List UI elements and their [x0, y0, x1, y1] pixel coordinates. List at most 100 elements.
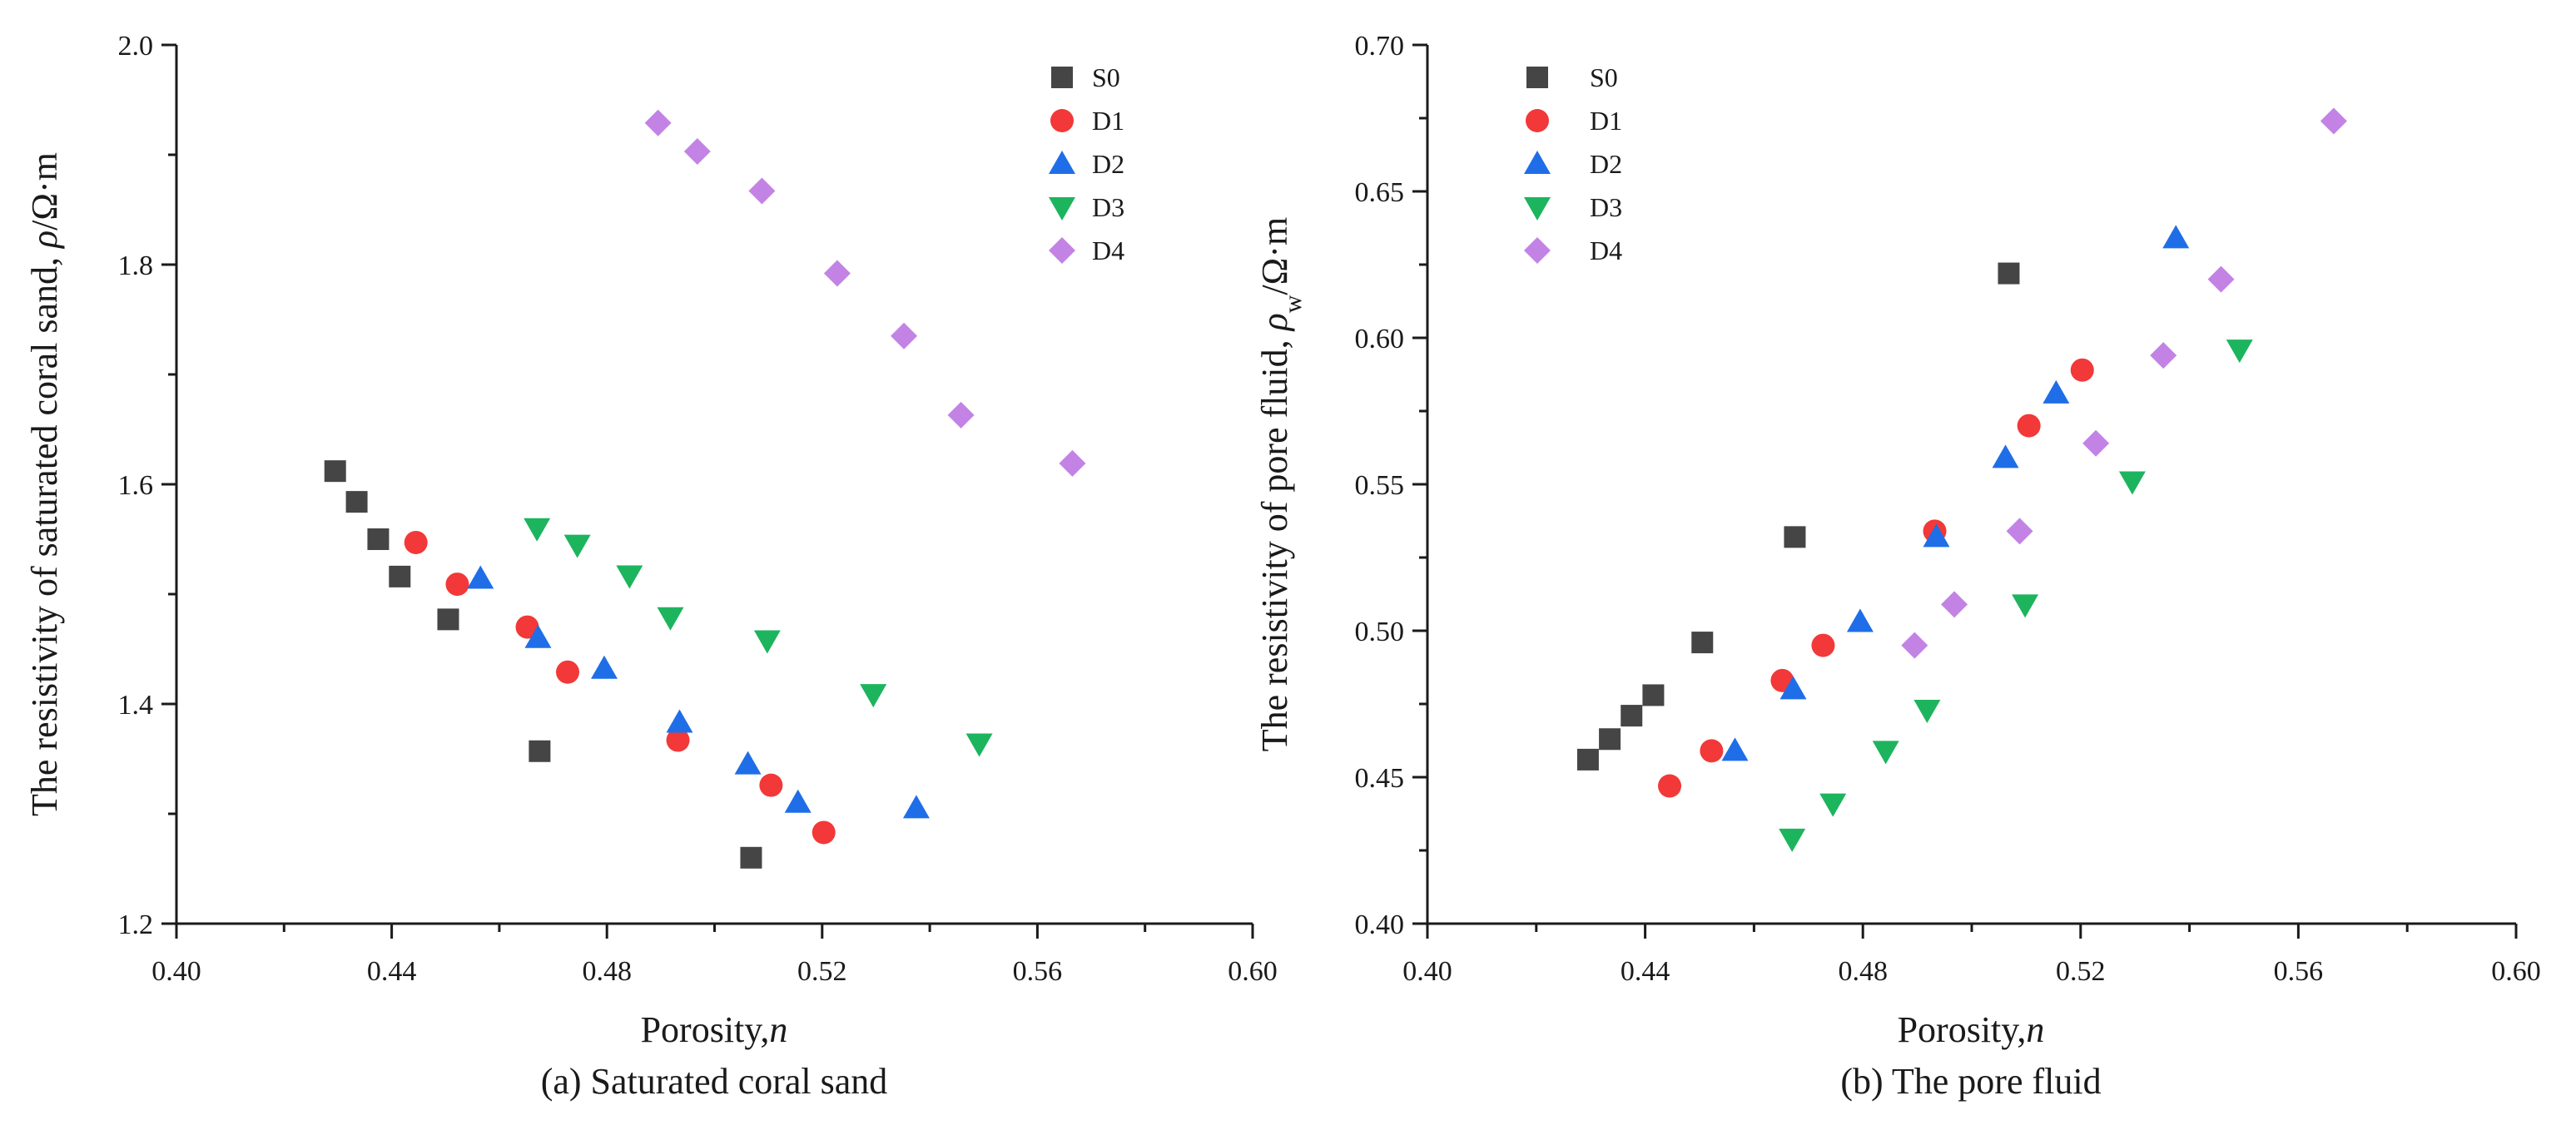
legend-label: D2	[1590, 149, 1622, 179]
y-tick-label: 1.6	[118, 470, 154, 501]
series-d1	[1658, 358, 2094, 798]
data-point	[2226, 339, 2253, 364]
y-tick-label: 1.4	[118, 690, 154, 721]
data-point	[860, 684, 887, 708]
legend-marker-d1	[1050, 109, 1074, 132]
data-point	[524, 518, 551, 542]
data-point	[1599, 728, 1621, 751]
data-point	[2118, 471, 2146, 495]
data-point	[1872, 741, 1899, 765]
legend-marker-s0	[1051, 67, 1073, 88]
x-tick-label: 0.52	[2056, 956, 2106, 987]
data-point	[947, 401, 975, 429]
data-point	[1846, 608, 1874, 632]
data-point	[1998, 262, 2020, 285]
legend-label: D3	[1092, 192, 1124, 222]
legend-label: S0	[1590, 62, 1618, 92]
x-tick-label: 0.52	[797, 956, 847, 987]
y-tick-label: 0.65	[1355, 177, 1405, 208]
x-tick-label: 0.48	[1838, 956, 1888, 987]
data-point	[1992, 444, 2019, 468]
data-point	[529, 740, 551, 762]
legend-marker-d2	[1049, 151, 1075, 174]
data-point	[1923, 523, 1950, 548]
data-point	[467, 565, 494, 589]
legend-marker-d2	[1524, 151, 1551, 174]
data-point	[666, 728, 690, 752]
y-tick-label: 0.70	[1355, 31, 1405, 62]
data-point	[1784, 526, 1806, 548]
data-point	[734, 751, 762, 775]
data-point	[644, 109, 672, 136]
y-tick-label: 1.8	[118, 250, 154, 281]
data-point	[759, 773, 783, 797]
y-axis-title: The resistivity of pore fluid, ρw/Ω·m	[1254, 217, 1307, 752]
legend-label: D1	[1590, 106, 1622, 136]
data-point	[445, 572, 469, 597]
legend-label: D1	[1092, 106, 1124, 136]
data-point	[1819, 793, 1847, 817]
data-point	[1658, 774, 1682, 798]
y-tick-label: 0.55	[1355, 470, 1405, 501]
y-tick-label: 0.50	[1355, 617, 1405, 647]
data-point	[1913, 700, 1941, 724]
legend-label: D3	[1590, 192, 1622, 222]
y-tick-label: 2.0	[118, 31, 154, 62]
series-d1	[404, 530, 836, 845]
chart-panel-a: 0.40 0.44 0.48 0.52 0.56 0.60 1.2 1.4 1.6 1.8 2.0 P…	[24, 31, 1278, 1102]
legend-marker-d3	[1524, 197, 1551, 221]
data-point	[753, 630, 781, 654]
data-point	[1576, 748, 1599, 771]
x-axis-title: Porosity,n	[1898, 1009, 2045, 1050]
legend-marker-d4	[1049, 237, 1075, 264]
series-d3	[524, 518, 993, 757]
data-point	[748, 177, 776, 205]
x-tick-label: 0.40	[1402, 956, 1452, 987]
data-point	[2150, 342, 2177, 369]
x-tick-label: 0.40	[151, 956, 201, 987]
data-point	[524, 624, 552, 648]
data-point	[367, 528, 390, 550]
data-point	[666, 709, 693, 733]
chart-panel-b: 0.40 0.44 0.48 0.52 0.56 0.60 0.40 0.45 0.50 0.55…	[1254, 31, 2541, 1102]
data-point	[2042, 379, 2070, 404]
data-point	[1811, 633, 1835, 657]
legend-marker-s0	[1526, 67, 1548, 88]
x-tick-label: 0.44	[367, 956, 417, 987]
series-d4	[1901, 107, 2347, 659]
data-point	[1941, 591, 1968, 618]
data-point	[823, 260, 851, 287]
series-d4	[644, 109, 1086, 477]
data-point	[345, 491, 368, 513]
data-point	[1059, 449, 1086, 477]
panel-caption: (b) The pore fluid	[1840, 1061, 2101, 1102]
data-point	[437, 608, 459, 631]
data-point	[1621, 705, 1643, 727]
x-tick-label: 0.60	[1228, 956, 1278, 987]
data-point	[1721, 737, 1749, 761]
legend-label: S0	[1092, 62, 1120, 92]
data-point	[812, 820, 836, 845]
data-point	[2162, 225, 2190, 249]
data-point	[2320, 107, 2347, 135]
data-point	[563, 534, 591, 558]
series-d2	[467, 565, 930, 819]
legend: S0 D1 D2 D3 D4	[1524, 62, 1622, 265]
data-point	[515, 615, 539, 639]
y-tick-label: 0.40	[1355, 909, 1405, 940]
x-tick-label: 0.44	[1621, 956, 1670, 987]
data-point	[1700, 739, 1724, 763]
legend-label: D4	[1590, 235, 1622, 265]
data-point	[404, 530, 428, 554]
data-point	[1642, 684, 1665, 706]
legend-label: D2	[1092, 149, 1124, 179]
series-d3	[1779, 339, 2253, 852]
data-point	[891, 322, 918, 349]
legend-marker-d3	[1049, 197, 1075, 221]
data-point	[1779, 676, 1807, 700]
data-point	[683, 138, 711, 166]
y-tick-label: 0.60	[1355, 324, 1405, 354]
y-tick-label: 1.2	[118, 909, 154, 940]
data-point	[2070, 358, 2094, 382]
